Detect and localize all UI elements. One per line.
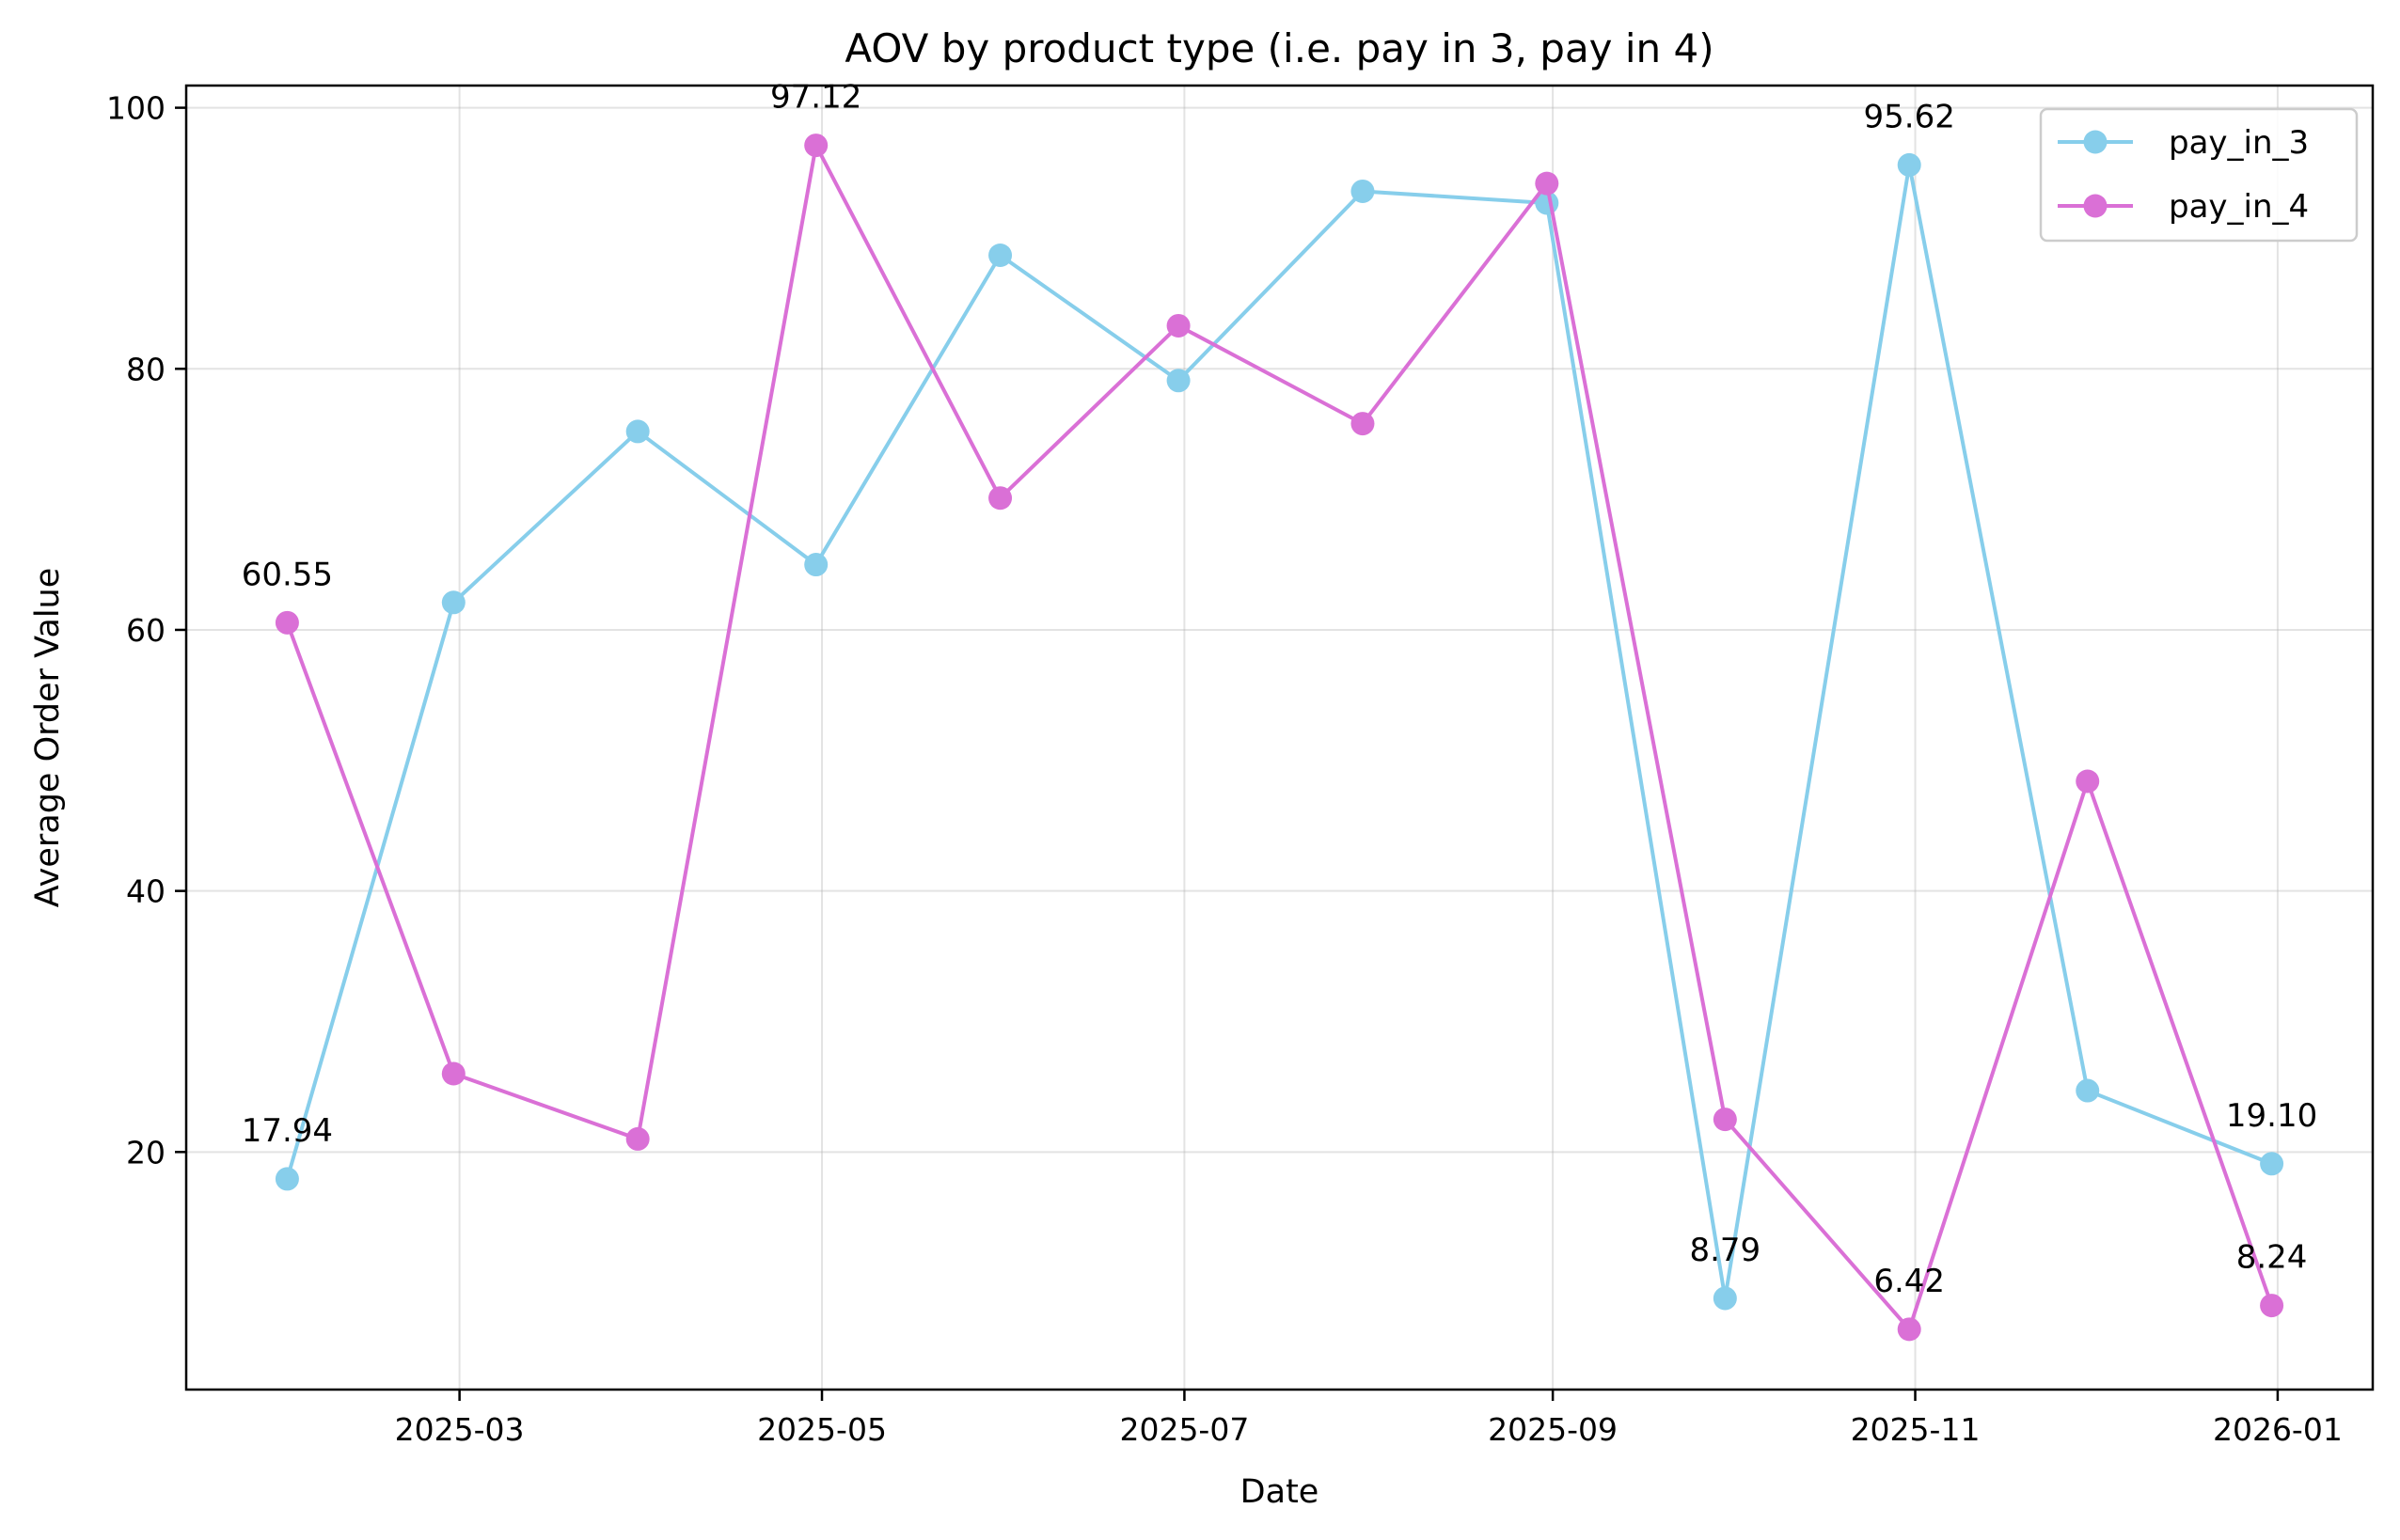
x-axis-ticks: 2025-03 2025-05 2025-07 2025-09 2025-11 2026-… [395, 1390, 2343, 1448]
plot-frame [184, 84, 2375, 1391]
series-pay_in_4 [275, 134, 2284, 1342]
legend: pay_in_3 pay_in_4 [2039, 107, 2359, 243]
data-point-pay_in_3-3 [804, 553, 829, 577]
data-label-pay_in_4-11: 8.24 [2236, 1239, 2308, 1277]
data-point-pay_in_4-5 [1166, 313, 1191, 338]
data-point-pay_in_4-10 [2076, 769, 2100, 794]
data-point-pay_in_4-0 [275, 610, 299, 635]
x-tick-label-4: 2025-11 [1851, 1411, 1981, 1448]
legend-marker-pay_in_4 [2083, 194, 2108, 218]
data-point-pay_in_3-4 [988, 243, 1013, 267]
data-point-pay_in_4-9 [1897, 1317, 1921, 1342]
data-point-pay_in_3-10 [2076, 1078, 2100, 1103]
data-label-pay_in_3-8: 8.79 [1689, 1232, 1761, 1269]
x-tick-label-2: 2025-07 [1119, 1411, 1249, 1448]
legend-label-pay_in_3: pay_in_3 [2169, 124, 2309, 162]
data-point-pay_in_3-1 [441, 590, 466, 615]
data-point-pay_in_4-6 [1350, 412, 1375, 436]
x-tick-label-0: 2025-03 [395, 1411, 525, 1448]
data-point-pay_in_4-7 [1535, 171, 1559, 196]
data-point-pay_in_3-5 [1166, 369, 1191, 393]
data-point-pay_in_4-4 [988, 486, 1013, 511]
x-tick-label-5: 2026-01 [2213, 1411, 2343, 1448]
data-label-pay_in_4-0: 60.55 [242, 556, 333, 593]
data-point-pay_in_3-9 [1897, 152, 1921, 177]
y-axis-label: Average Order Value [29, 568, 67, 908]
x-tick-label-3: 2025-09 [1488, 1411, 1618, 1448]
data-point-pay_in_4-2 [625, 1126, 650, 1151]
y-tick-label-4: 100 [106, 90, 166, 127]
data-point-pay_in_3-8 [1713, 1286, 1737, 1311]
data-point-pay_in_4-8 [1713, 1108, 1737, 1132]
data-point-pay_in_3-11 [2260, 1152, 2284, 1176]
data-label-pay_in_4-9: 6.42 [1873, 1263, 1945, 1300]
data-label-pay_in_3-11: 19.10 [2226, 1097, 2317, 1135]
data-label-pay_in_3-0: 17.94 [242, 1112, 333, 1150]
y-tick-label-0: 20 [126, 1134, 166, 1171]
legend-label-pay_in_4: pay_in_4 [2169, 188, 2309, 226]
data-point-pay_in_3-2 [625, 419, 650, 444]
y-tick-label-2: 60 [126, 612, 166, 649]
data-point-pay_in_4-11 [2260, 1294, 2284, 1318]
data-point-pay_in_4-1 [441, 1061, 466, 1086]
data-point-pay_in_4-3 [804, 134, 829, 158]
series-pay_in_3 [275, 152, 2284, 1311]
chart-title: AOV by product type (i.e. pay in 3, pay … [845, 25, 1713, 71]
x-axis-label: Date [1240, 1473, 1319, 1511]
data-label-pay_in_4-3: 97.12 [770, 79, 861, 117]
gridlines [186, 86, 2373, 1390]
y-axis-ticks: 20 40 60 80 100 [106, 90, 186, 1171]
y-tick-label-3: 80 [126, 351, 166, 387]
data-label-pay_in_3-9: 95.62 [1864, 98, 1955, 135]
data-labels: 17.94 8.79 95.62 19.10 60.55 97.12 6.42 8.24 [242, 79, 2318, 1300]
data-point-pay_in_3-0 [275, 1167, 299, 1191]
data-point-pay_in_3-6 [1350, 179, 1375, 203]
legend-marker-pay_in_3 [2083, 130, 2108, 154]
x-tick-label-1: 2025-05 [757, 1411, 887, 1448]
series-layer [275, 134, 2284, 1342]
y-tick-label-1: 40 [126, 873, 166, 910]
series-line-pay_in_3 [285, 163, 2273, 1300]
series-line-pay_in_4 [285, 143, 2274, 1331]
